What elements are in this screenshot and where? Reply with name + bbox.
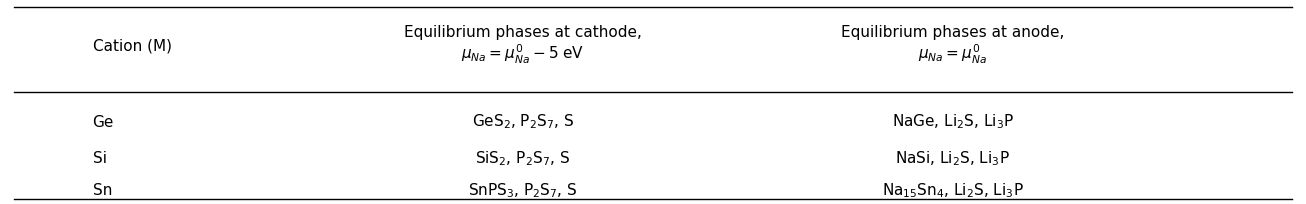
Text: SnPS$_3$, P$_2$S$_7$, S: SnPS$_3$, P$_2$S$_7$, S <box>468 181 577 200</box>
Text: Sn: Sn <box>93 183 112 198</box>
Text: SiS$_2$, P$_2$S$_7$, S: SiS$_2$, P$_2$S$_7$, S <box>475 149 571 168</box>
Text: GeS$_2$, P$_2$S$_7$, S: GeS$_2$, P$_2$S$_7$, S <box>471 113 573 131</box>
Text: Equilibrium phases at cathode,
$\mu_{Na} = \mu^0_{Na} - 5$ eV: Equilibrium phases at cathode, $\mu_{Na}… <box>404 25 641 67</box>
Text: Na$_{15}$Sn$_4$, Li$_2$S, Li$_3$P: Na$_{15}$Sn$_4$, Li$_2$S, Li$_3$P <box>882 181 1024 200</box>
Text: Equilibrium phases at anode,
$\mu_{Na} = \mu^0_{Na}$: Equilibrium phases at anode, $\mu_{Na} =… <box>841 25 1064 67</box>
Text: Ge: Ge <box>93 115 114 130</box>
Text: NaGe, Li$_2$S, Li$_3$P: NaGe, Li$_2$S, Li$_3$P <box>892 113 1013 131</box>
Text: Cation (M): Cation (M) <box>93 38 171 53</box>
Text: NaSi, Li$_2$S, Li$_3$P: NaSi, Li$_2$S, Li$_3$P <box>896 149 1010 168</box>
Text: Si: Si <box>93 151 107 166</box>
